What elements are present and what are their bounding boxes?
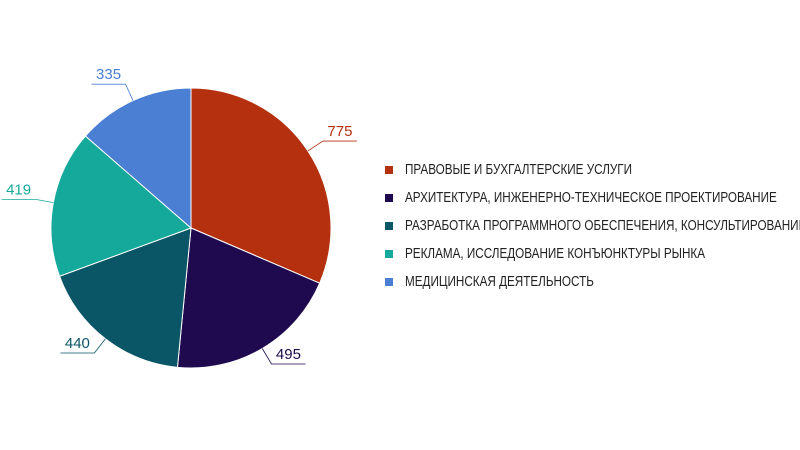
legend-entry: РЕКЛАМА, ИССЛЕДОВАНИЕ КОНЪЮНКТУРЫ РЫНКА [405,245,705,262]
legend-entry: АРХИТЕКТУРА, ИНЖЕНЕРНО-ТЕХНИЧЕСКОЕ ПРОЕК… [405,189,777,206]
data-label: 335 [96,66,121,83]
data-label: 440 [65,335,90,352]
leader-line [261,348,306,365]
legend-label: АРХИТЕКТУРА, ИНЖЕНЕРНО-ТЕХНИЧЕСКОЕ ПРОЕК… [405,189,777,206]
legend-swatch [385,278,393,286]
data-label: 495 [276,346,301,363]
leader-line [1,198,54,204]
pie-slice [58,227,192,368]
legend-swatch [385,250,393,258]
leader-line [60,338,106,354]
data-label: 419 [6,181,31,198]
legend-swatch [385,194,393,202]
pie-slice [84,87,192,230]
leader-line [307,140,357,152]
pie-slice [50,135,192,277]
legend-swatch [385,166,393,174]
legend-entry: МЕДИЦИНСКАЯ ДЕЯТЕЛЬНОСТЬ [405,273,594,290]
leader-line [91,83,134,101]
legend-entry: РАЗРАБОТКА ПРОГРАММНОГО ОБЕСПЕЧЕНИЯ, КОН… [405,217,800,234]
legend-swatch [385,222,393,230]
legend-entry: ПРАВОВЫЕ И БУХГАЛТЕРСКИЕ УСЛУГИ [405,161,632,178]
legend-label: ПРАВОВЫЕ И БУХГАЛТЕРСКИЕ УСЛУГИ [405,161,632,178]
legend-label: РЕКЛАМА, ИССЛЕДОВАНИЕ КОНЪЮНКТУРЫ РЫНКА [405,245,705,262]
data-label: 775 [327,123,352,140]
legend-label: РАЗРАБОТКА ПРОГРАММНОГО ОБЕСПЕЧЕНИЯ, КОН… [405,217,800,234]
pie-slice [190,87,332,284]
legend-label: МЕДИЦИНСКАЯ ДЕЯТЕЛЬНОСТЬ [405,273,594,290]
